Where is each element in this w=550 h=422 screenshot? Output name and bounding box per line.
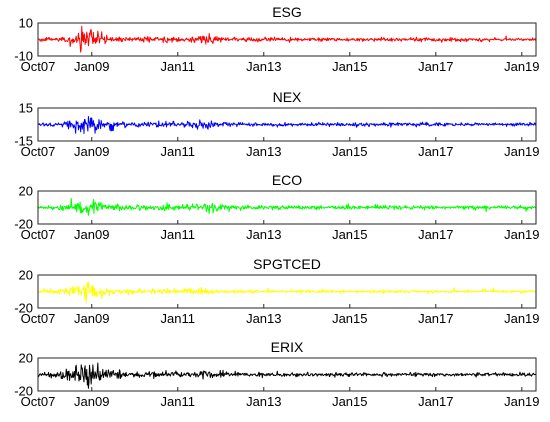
x-tick-label: Jan17 — [418, 144, 453, 159]
x-tick-label: Jan11 — [161, 59, 195, 74]
x-tick-label: Jan11 — [161, 227, 195, 242]
x-tick-label: Jan13 — [246, 144, 281, 159]
x-tick-label: Oct07 — [21, 227, 56, 242]
y-tick-label: -10 — [14, 49, 33, 64]
x-tick-label: Jan09 — [74, 311, 109, 326]
x-tick-label: Jan19 — [504, 311, 539, 326]
y-tick-label: 10 — [19, 16, 33, 31]
x-tick-label: Oct07 — [21, 394, 56, 409]
plot-frame — [37, 274, 537, 309]
x-tick-label: Jan15 — [332, 144, 367, 159]
x-tick-label: Jan19 — [504, 227, 539, 242]
x-tick-label: Oct07 — [21, 144, 56, 159]
x-tick-label: Jan09 — [74, 227, 109, 242]
x-tick-label: Jan13 — [246, 394, 281, 409]
x-tick-label: Jan19 — [504, 144, 539, 159]
y-tick-label: -20 — [14, 217, 33, 232]
panel-title: SPGTCED — [253, 256, 321, 272]
x-tick-label: Jan13 — [246, 59, 281, 74]
x-tick-label: Jan11 — [161, 311, 195, 326]
x-tick-label: Jan17 — [418, 311, 453, 326]
series-line-spgtced — [38, 281, 536, 304]
y-tick-label: 20 — [19, 184, 33, 199]
y-tick-label: -20 — [14, 384, 33, 399]
x-tick-label: Jan11 — [161, 144, 195, 159]
panel-title: NEX — [273, 89, 302, 105]
plot-frame — [37, 107, 537, 142]
x-tick-label: Jan17 — [418, 394, 453, 409]
x-tick-label: Jan13 — [246, 227, 281, 242]
plot-frame — [37, 190, 537, 225]
x-tick-label: Jan15 — [332, 394, 367, 409]
x-tick-label: Jan15 — [332, 227, 367, 242]
x-tick-label: Oct07 — [21, 311, 56, 326]
x-tick-label: Jan09 — [74, 59, 109, 74]
y-tick-label: 20 — [19, 351, 33, 366]
series-line-esg — [38, 25, 536, 53]
y-tick-label: 20 — [19, 268, 33, 283]
y-tick-label: -15 — [14, 134, 33, 149]
plot-frame — [37, 22, 537, 57]
panel-title: ESG — [272, 4, 302, 20]
x-tick-label: Jan19 — [504, 394, 539, 409]
panel-title: ERIX — [271, 339, 304, 355]
x-tick-label: Oct07 — [21, 59, 56, 74]
x-tick-label: Jan17 — [418, 59, 453, 74]
series-line-nex — [38, 116, 536, 134]
y-tick-label: 15 — [19, 101, 33, 116]
x-tick-label: Jan09 — [74, 144, 109, 159]
y-tick-label: -20 — [14, 301, 33, 316]
series-line-erix — [38, 362, 536, 389]
x-tick-label: Jan19 — [504, 59, 539, 74]
x-tick-label: Jan11 — [161, 394, 195, 409]
plot-frame — [37, 357, 537, 392]
x-tick-label: Jan09 — [74, 394, 109, 409]
x-tick-label: Jan15 — [332, 59, 367, 74]
x-tick-label: Jan13 — [246, 311, 281, 326]
x-tick-label: Jan15 — [332, 311, 367, 326]
x-tick-label: Jan17 — [418, 227, 453, 242]
series-line-eco — [38, 197, 536, 216]
panel-title: ECO — [272, 172, 302, 188]
